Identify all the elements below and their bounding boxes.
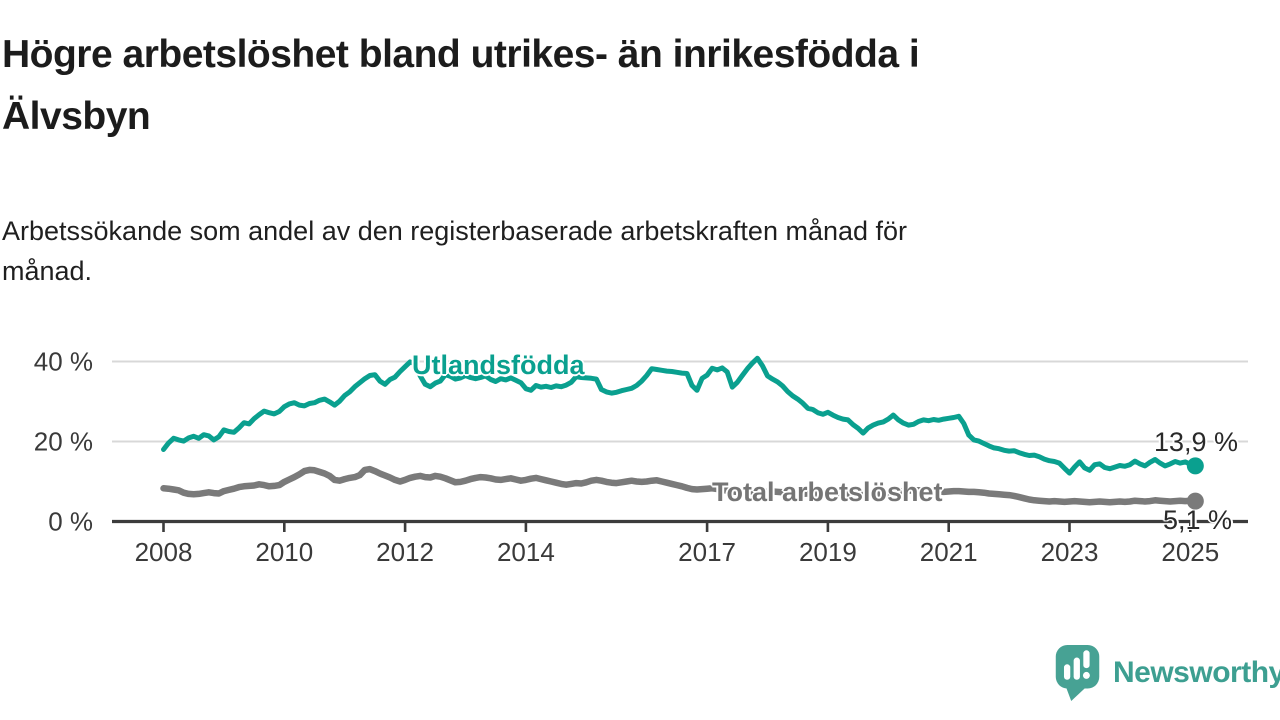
series-end-dot-total-arbetsloshet — [1186, 492, 1204, 510]
series-label-utlandsfodda: Utlandsfödda — [412, 350, 585, 380]
x-tick-label: 2025 — [1161, 537, 1219, 567]
y-tick-label: 0 % — [48, 507, 93, 537]
x-tick-label: 2014 — [497, 537, 555, 567]
x-tick-label: 2008 — [135, 537, 193, 567]
x-tick-label: 2021 — [920, 537, 978, 567]
series-line-utlandsfodda — [161, 355, 1198, 476]
newsworthy-logo: Newsworthy — [1054, 644, 1280, 702]
x-tick-label: 2012 — [376, 537, 434, 567]
series-end-dot-utlandsfodda — [1186, 457, 1204, 475]
series-label-total-arbetsloshet: Total arbetslöshet — [712, 477, 943, 507]
y-tick-label: 40 % — [34, 347, 93, 377]
end-value-label-total: 5,1 % — [1162, 505, 1232, 535]
x-tick-label: 2023 — [1041, 537, 1099, 567]
series-line-total-arbetsloshet — [160, 465, 1199, 506]
x-tick-label: 2017 — [678, 537, 736, 567]
end-value-label-utlandsfodda: 13,9 % — [1153, 427, 1238, 457]
chart-subtitle: Arbetssökande som andel av den registerb… — [2, 216, 908, 286]
brand-wordmark: Newsworthy — [1113, 656, 1280, 689]
x-tick-label: 2010 — [255, 537, 313, 567]
page-title: Högre arbetslöshet bland utrikes- än inr… — [2, 33, 920, 138]
bar-chart-speech-bubble-icon — [1055, 644, 1100, 702]
y-tick-label: 20 % — [34, 427, 93, 457]
x-tick-label: 2019 — [799, 537, 857, 567]
